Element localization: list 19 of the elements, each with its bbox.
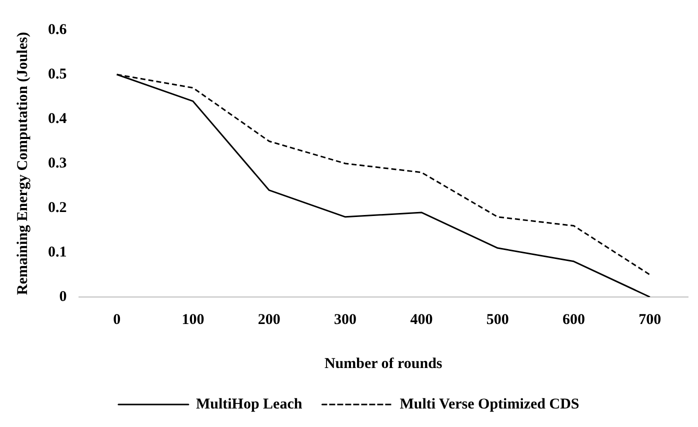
y-tick-label: 0.2 xyxy=(48,200,67,216)
x-tick-label: 300 xyxy=(334,312,357,328)
x-axis-title: Number of rounds xyxy=(324,356,442,372)
y-tick-label: 0.5 xyxy=(48,66,67,82)
y-tick-label: 0.4 xyxy=(48,110,68,127)
x-tick-label: 600 xyxy=(562,312,586,328)
legend-label: Multi Verse Optimized CDS xyxy=(400,396,580,412)
y-tick-label: 0.3 xyxy=(48,155,67,172)
y-tick-label: 0.6 xyxy=(48,22,68,38)
x-tick-label: 200 xyxy=(258,312,280,328)
x-tick-label: 400 xyxy=(410,312,433,328)
x-tick-label: 500 xyxy=(486,312,509,328)
x-tick-label: 0 xyxy=(113,312,121,328)
y-tick-label: 0 xyxy=(59,288,67,305)
y-axis-title: Remaining Energy Computation (Joules) xyxy=(14,32,31,295)
y-tick-label: 0.1 xyxy=(48,244,67,260)
x-tick-label: 700 xyxy=(638,312,662,328)
legend-label: MultiHop Leach xyxy=(196,396,303,412)
x-tick-label: 100 xyxy=(182,312,204,328)
